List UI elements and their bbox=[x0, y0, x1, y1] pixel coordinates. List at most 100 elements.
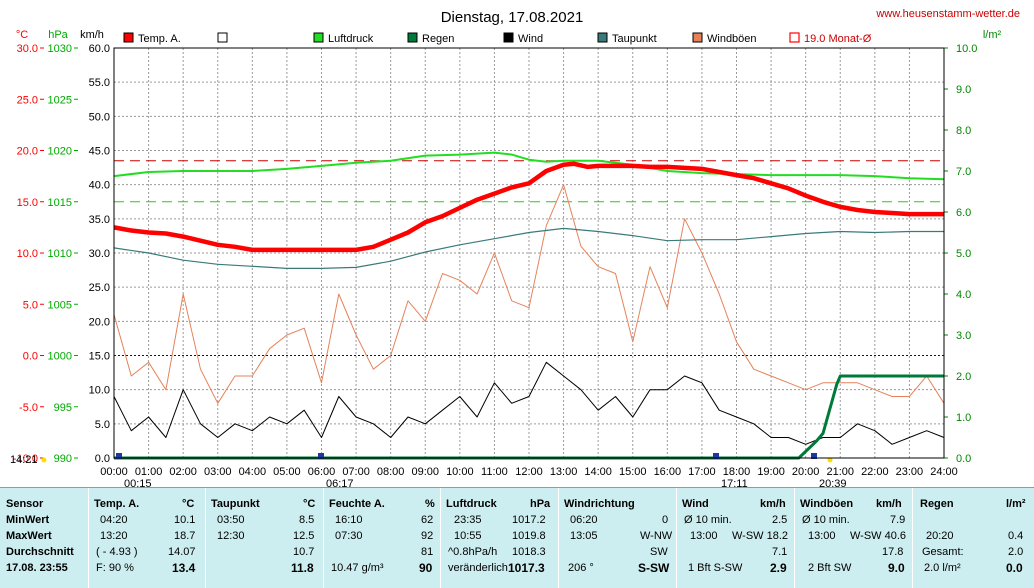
x-tick-label: 12:00 bbox=[515, 466, 543, 478]
legend-swatch bbox=[123, 32, 134, 43]
temp-tick-label: 15.0 bbox=[17, 197, 38, 209]
event-time-label: 20:39 bbox=[819, 478, 847, 487]
temp-tick-label: 25.0 bbox=[17, 94, 38, 106]
rain-current: 0.0 bbox=[1006, 561, 1023, 575]
x-tick-label: 20:00 bbox=[792, 466, 820, 478]
wind-tick-label: 10.0 bbox=[89, 385, 110, 397]
press-current: 1017.3 bbox=[508, 561, 545, 575]
stats-rain: Regen l/m² 20:20 0.4 Gesamt: 2.0 2.0 l/m… bbox=[912, 488, 1034, 588]
stats-pressure: Luftdruck hPa 23:35 1017.2 10:55 1019.8 … bbox=[440, 488, 559, 588]
dir-header: Windrichtung bbox=[564, 498, 635, 510]
rain-r1-time: 20:20 bbox=[926, 530, 954, 542]
gust-header: Windböen bbox=[800, 498, 854, 510]
temp-min: 10.1 bbox=[174, 514, 196, 526]
rain-r1: 0.4 bbox=[1008, 530, 1024, 542]
sensor-header: Sensor bbox=[6, 498, 44, 510]
rain-header: Regen bbox=[920, 498, 954, 510]
pressure-tick-label: 995 bbox=[54, 402, 72, 414]
temp-tick-label: 10.0 bbox=[17, 248, 38, 260]
x-tick-label: 06:00 bbox=[308, 466, 336, 478]
unit-temp: °C bbox=[16, 29, 28, 41]
wind-tick-label: 45.0 bbox=[89, 146, 110, 158]
series-taupunkt bbox=[113, 227, 944, 269]
rain-tick-label: 10.0 bbox=[956, 43, 977, 55]
gust-r2-note: W-SW 40.6 bbox=[850, 530, 907, 542]
x-tick-label: 14:00 bbox=[584, 466, 612, 478]
dew-min-time: 03:50 bbox=[217, 514, 245, 526]
press-avg: 1018.3 bbox=[512, 546, 546, 558]
pressure-tick-label: 1005 bbox=[48, 299, 72, 311]
hum-unit: % bbox=[425, 498, 435, 510]
wind-tick-label: 35.0 bbox=[89, 214, 110, 226]
chart-grid bbox=[114, 48, 944, 458]
press-max: 1019.8 bbox=[512, 530, 546, 542]
temp-current: 13.4 bbox=[172, 561, 196, 575]
temp-cur-note: F: 90 % bbox=[96, 562, 134, 574]
rain-cur-note: 2.0 l/m² bbox=[924, 562, 961, 574]
gust-r2-time: 13:00 bbox=[808, 530, 836, 542]
legend-label: 19.0 Monat-Ø bbox=[804, 33, 872, 45]
rain-tick-label: 6.0 bbox=[956, 207, 971, 219]
website-link[interactable]: www.heusenstamm-wetter.de bbox=[875, 8, 1020, 20]
chart-series bbox=[113, 151, 945, 460]
x-tick-label: 00:00 bbox=[100, 466, 128, 478]
stats-dew: Taupunkt °C 03:50 8.5 12:30 12.5 10.7 11… bbox=[205, 488, 324, 588]
wind-r1: 2.5 bbox=[772, 514, 788, 526]
wind-tick-label: 50.0 bbox=[89, 111, 110, 123]
chart-axes: 00:00 01:00 02:00 03:00 04:00 05:00 06:00 07:00… bbox=[13, 43, 978, 478]
temp-unit: °C bbox=[182, 498, 195, 510]
event-time-label: 06:17 bbox=[326, 478, 354, 487]
wind-unit: km/h bbox=[760, 498, 786, 510]
row-max-label: MaxWert bbox=[6, 530, 52, 542]
x-tick-label: 16:00 bbox=[654, 466, 682, 478]
pressure-tick-label: 990 bbox=[54, 453, 72, 465]
x-tick-label: 13:00 bbox=[550, 466, 578, 478]
stats-bar: Sensor MinWert MaxWert Durchschnitt 17.0… bbox=[0, 487, 1034, 588]
press-header: Luftdruck bbox=[446, 498, 497, 510]
dir-max-time: 13:05 bbox=[570, 530, 598, 542]
wind-current: 2.9 bbox=[770, 561, 787, 575]
dew-max-time: 12:30 bbox=[217, 530, 245, 542]
pressure-tick-label: 1010 bbox=[48, 248, 72, 260]
temp-max: 18.7 bbox=[174, 530, 196, 542]
x-tick-label: 01:00 bbox=[135, 466, 163, 478]
press-trend: ^0.8hPa/h bbox=[448, 546, 498, 558]
legend-label: Taupunkt bbox=[612, 33, 657, 45]
temp-max-time: 13:20 bbox=[100, 530, 128, 542]
x-tick-label: 24:00 bbox=[930, 466, 958, 478]
event-marker bbox=[318, 453, 324, 459]
stats-sensor: Sensor MinWert MaxWert Durchschnitt 17.0… bbox=[0, 488, 89, 588]
rain-tick-label: 3.0 bbox=[956, 330, 971, 342]
sun-marker bbox=[41, 457, 47, 463]
legend-label: Wind bbox=[518, 33, 543, 45]
wind-r1-note: Ø 10 min. bbox=[684, 514, 732, 526]
hum-avg: 81 bbox=[421, 546, 434, 558]
row-avg-label: Durchschnitt bbox=[6, 546, 74, 558]
x-tick-label: 07:00 bbox=[342, 466, 370, 478]
wind-header: Wind bbox=[682, 498, 709, 510]
legend-label: Regen bbox=[422, 33, 454, 45]
series-temp-a- bbox=[113, 161, 944, 253]
press-min: 1017.2 bbox=[512, 514, 546, 526]
legend-swatch bbox=[692, 32, 703, 43]
unit-wind: km/h bbox=[80, 29, 104, 41]
series-luftdruck bbox=[113, 151, 945, 181]
temp-tick-label: -5.0 bbox=[19, 402, 38, 414]
stats-gust: Windböen km/h Ø 10 min. 7.9 13:00 W-SW 4… bbox=[794, 488, 913, 588]
unit-rain: l/m² bbox=[983, 29, 1002, 41]
rain-tick-label: 7.0 bbox=[956, 166, 971, 178]
stats-date: 17.08. 23:55 bbox=[6, 562, 68, 574]
hum-min-time: 16:10 bbox=[335, 514, 363, 526]
temp-min-time: 04:20 bbox=[100, 514, 128, 526]
stats-temp: Temp. A. °C 04:20 10.1 13:20 18.7 ( - 4.… bbox=[88, 488, 206, 588]
dir-min-time: 06:20 bbox=[570, 514, 598, 526]
weather-chart: Dienstag, 17.08.2021 www.heusenstamm-wet… bbox=[10, 8, 1020, 487]
rain-tick-label: 2.0 bbox=[956, 371, 971, 383]
x-tick-label: 23:00 bbox=[896, 466, 924, 478]
x-tick-label: 17:00 bbox=[688, 466, 716, 478]
x-tick-label: 22:00 bbox=[861, 466, 889, 478]
x-tick-label: 05:00 bbox=[273, 466, 301, 478]
legend-label: Luftdruck bbox=[328, 33, 374, 45]
x-tick-label: 03:00 bbox=[204, 466, 232, 478]
rain-tick-label: 1.0 bbox=[956, 412, 971, 424]
